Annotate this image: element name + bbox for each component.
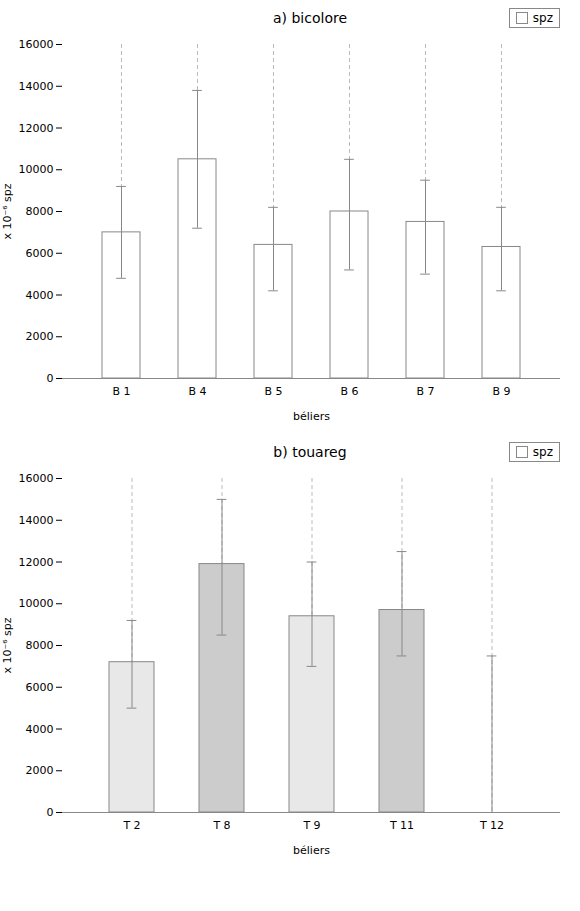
- svg-text:8000: 8000: [26, 639, 54, 652]
- svg-text:14000: 14000: [19, 514, 54, 527]
- svg-text:10000: 10000: [19, 163, 54, 176]
- svg-text:2000: 2000: [26, 330, 54, 343]
- svg-text:T 11: T 11: [389, 819, 414, 832]
- svg-text:B 1: B 1: [112, 385, 130, 398]
- svg-text:6000: 6000: [26, 247, 54, 260]
- svg-text:T 9: T 9: [302, 819, 320, 832]
- svg-text:4000: 4000: [26, 289, 54, 302]
- html-text:a) bicolore: a) bicolore: [273, 10, 347, 26]
- svg-text:10000: 10000: [19, 597, 54, 610]
- svg-text:x 10⁻⁶ spz: x 10⁻⁶ spz: [1, 183, 14, 239]
- svg-text:12000: 12000: [19, 122, 54, 135]
- svg-text:8000: 8000: [26, 205, 54, 218]
- svg-text:0: 0: [47, 806, 54, 819]
- svg-text:béliers: béliers: [293, 410, 330, 423]
- svg-text:16000: 16000: [19, 38, 54, 51]
- svg-text:T 2: T 2: [122, 819, 140, 832]
- svg-text:2000: 2000: [26, 764, 54, 777]
- svg-text:béliers: béliers: [293, 844, 330, 857]
- svg-text:16000: 16000: [19, 472, 54, 485]
- svg-text:B 6: B 6: [340, 385, 358, 398]
- html-text:b) touareg: b) touareg: [273, 444, 347, 460]
- svg-text:4000: 4000: [26, 723, 54, 736]
- html-text:spz: spz: [532, 445, 553, 459]
- svg-text:B 4: B 4: [188, 385, 206, 398]
- svg-text:6000: 6000: [26, 681, 54, 694]
- svg-text:T 8: T 8: [212, 819, 230, 832]
- svg-text:12000: 12000: [19, 556, 54, 569]
- html-text:spz: spz: [532, 11, 553, 25]
- svg-text:x 10⁻⁶ spz: x 10⁻⁶ spz: [1, 617, 14, 673]
- svg-text:14000: 14000: [19, 80, 54, 93]
- svg-text:T 12: T 12: [479, 819, 504, 832]
- svg-text:B 9: B 9: [492, 385, 510, 398]
- svg-text:B 7: B 7: [416, 385, 434, 398]
- svg-text:B 5: B 5: [264, 385, 282, 398]
- svg-text:0: 0: [47, 372, 54, 385]
